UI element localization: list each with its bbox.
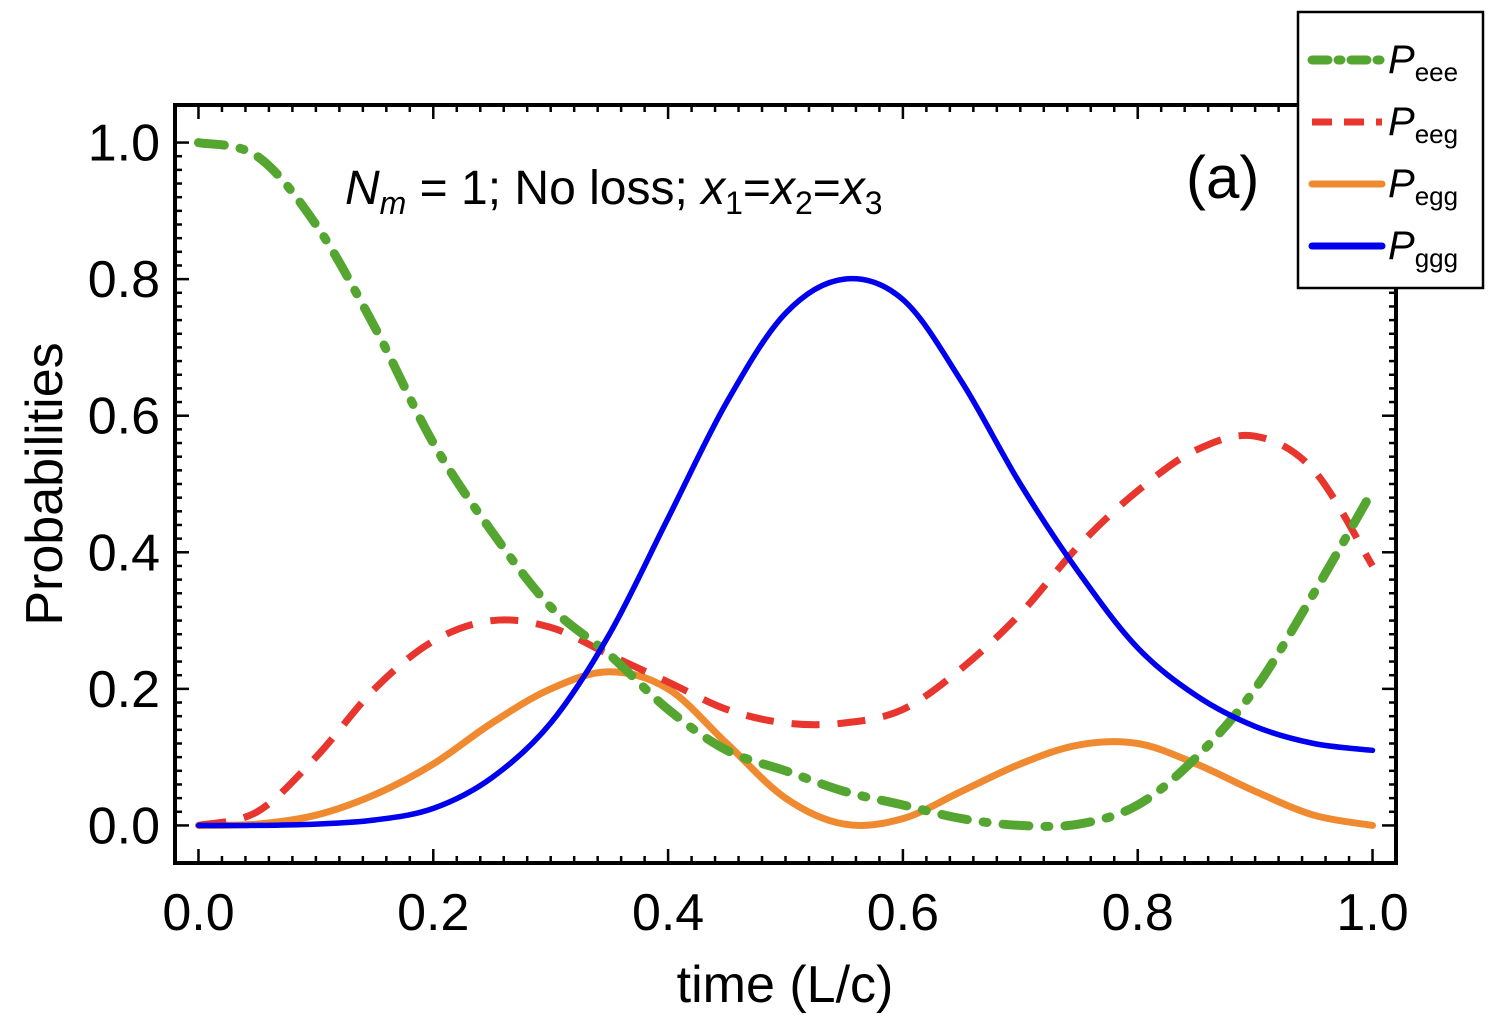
legend-label-eee: Peee (1388, 38, 1458, 87)
x-tick-label: 0.0 (162, 884, 234, 942)
plot-frame (173, 103, 1398, 865)
x-tick-labels: 0.0 0.2 0.4 0.6 0.8 1.0 (162, 884, 1408, 942)
series-line-eee (194, 138, 1377, 831)
y-tick-label: 0.0 (88, 797, 160, 855)
legend-label-egg: Pegg (1388, 162, 1458, 211)
legend-label-symbol: P (1388, 162, 1415, 206)
x-tick-label: 0.4 (632, 884, 704, 942)
title-x1-sub: 1 (725, 185, 743, 221)
title-x3: x (839, 162, 867, 215)
title-x1: x (699, 162, 727, 215)
y-tick-label: 0.8 (88, 251, 160, 309)
y-tick-label: 0.4 (88, 524, 160, 582)
y-tick-label: 1.0 (88, 115, 160, 173)
panel-label: (a) (1186, 144, 1259, 211)
ticks (175, 105, 1396, 863)
title-n-sub: m (380, 185, 407, 221)
title-x3-sub: 3 (865, 185, 883, 221)
plot-frame-rect (173, 103, 1398, 865)
title-text: = 1; No loss; (406, 162, 701, 215)
x-tick-label: 0.2 (397, 884, 469, 942)
y-tick-labels: 0.0 0.2 0.4 0.6 0.8 1.0 (88, 115, 160, 856)
x-axis-label: time (L/c) (677, 956, 894, 1014)
title-eq1: = (743, 162, 771, 215)
y-axis-label: Probabilities (16, 342, 74, 625)
series-line-egg (195, 668, 1376, 829)
series-line-eeg (197, 431, 1376, 829)
title-n: N (345, 162, 380, 215)
legend-label-symbol: P (1388, 224, 1415, 268)
plot-title: Nm = 1; No loss; x1=x2=x3 (345, 162, 883, 221)
legend-label-symbol: P (1388, 100, 1415, 144)
legend-label-subscript: ggg (1415, 243, 1458, 273)
legend-label-subscript: eee (1415, 57, 1458, 87)
legend-label-eeg: Peeg (1388, 100, 1458, 149)
legend-label-subscript: egg (1415, 181, 1458, 211)
x-tick-label: 1.0 (1336, 884, 1408, 942)
title-eq2: = (813, 162, 841, 215)
title-x2-sub: 2 (795, 185, 813, 221)
y-tick-label: 0.6 (88, 388, 160, 446)
legend-label-subscript: eeg (1415, 119, 1458, 149)
legend-label-symbol: P (1388, 38, 1415, 82)
y-tick-label: 0.2 (88, 661, 160, 719)
series-line-ggg (195, 275, 1376, 829)
series-layer (194, 138, 1377, 831)
title-x2: x (769, 162, 797, 215)
x-tick-label: 0.8 (1102, 884, 1174, 942)
legend-label-ggg: Pggg (1388, 224, 1458, 273)
x-tick-label: 0.6 (867, 884, 939, 942)
